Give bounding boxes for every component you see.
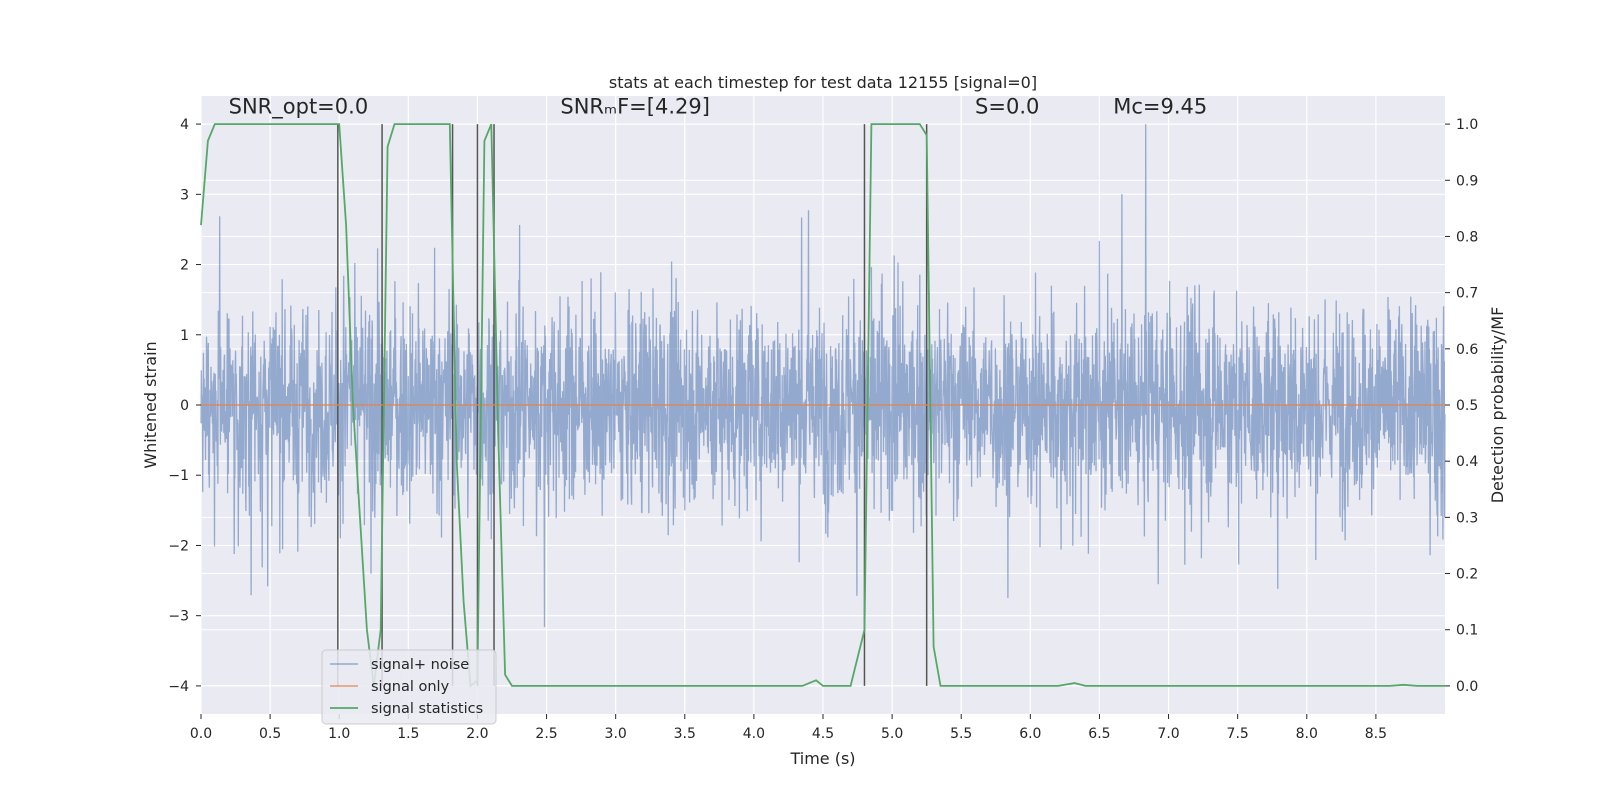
y2-tick-label: 0.8 bbox=[1456, 229, 1478, 245]
signal-statistics-line bbox=[200, 123, 1445, 688]
chart-title: stats at each timestep for test data 121… bbox=[609, 73, 1037, 92]
x-tick-label: 0.5 bbox=[259, 726, 281, 742]
x-tick-label: 8.5 bbox=[1365, 726, 1387, 742]
x-tick-label: 8.0 bbox=[1296, 726, 1318, 742]
x-axis-label: Time (s) bbox=[789, 749, 855, 768]
x-tick-label: 7.0 bbox=[1157, 726, 1179, 742]
annotation-snr-opt: SNR_opt=0.0 bbox=[229, 95, 369, 120]
y-tick-label: 4 bbox=[180, 117, 189, 133]
y2-tick-label: 0.2 bbox=[1456, 567, 1478, 583]
y-tick-label: 2 bbox=[180, 258, 189, 274]
x-tick-label: 4.0 bbox=[743, 726, 765, 742]
x-tick-label: 3.0 bbox=[605, 726, 627, 742]
y-tick-label: −2 bbox=[168, 538, 189, 554]
x-tick-label: 4.5 bbox=[812, 726, 834, 742]
x-tick-label: 6.0 bbox=[1019, 726, 1041, 742]
y2-tick-label: 0.0 bbox=[1456, 679, 1478, 695]
y-tick-label: 3 bbox=[180, 187, 189, 203]
y2-tick-label: 0.5 bbox=[1456, 398, 1478, 414]
y2-tick-label: 1.0 bbox=[1456, 117, 1478, 133]
y-tick-label: −3 bbox=[168, 609, 189, 625]
signal-statistics-series bbox=[200, 123, 1445, 688]
legend-label-signal: signal only bbox=[371, 679, 450, 695]
x-tick-label: 1.5 bbox=[397, 726, 419, 742]
legend-box bbox=[321, 649, 497, 725]
x-tick-label: 0.0 bbox=[190, 726, 212, 742]
legend-label-noise: signal+ noise bbox=[371, 657, 469, 673]
x-tick-label: 7.5 bbox=[1227, 726, 1249, 742]
y2-axis-label: Detection probability/MF bbox=[1488, 307, 1507, 504]
y-tick-label: −4 bbox=[168, 679, 189, 695]
x-tick-label: 5.5 bbox=[950, 726, 972, 742]
x-tick-label: 2.5 bbox=[535, 726, 557, 742]
annotations: SNR_opt=0.0 SNRₘF=[4.29] S=0.0 Mc=9.45 bbox=[229, 95, 1208, 120]
y-tick-label: −1 bbox=[168, 468, 189, 484]
x-tick-label: 6.5 bbox=[1088, 726, 1110, 742]
axis-ticks: 0.0 0.5 1.0 1.5 2.0 2.5 3.0 3.5 4.0 4.5 5.0 5.5 6.0 6… bbox=[168, 117, 1478, 742]
y-axis-label: Whitened strain bbox=[141, 341, 160, 468]
y2-tick-label: 0.1 bbox=[1456, 623, 1478, 639]
x-tick-label: 1.0 bbox=[328, 726, 350, 742]
y-tick-label: 0 bbox=[180, 398, 189, 414]
legend-label-stats: signal statistics bbox=[371, 701, 483, 717]
y2-tick-label: 0.9 bbox=[1456, 173, 1478, 189]
noise-trace bbox=[200, 124, 1446, 628]
annotation-mc: Mc=9.45 bbox=[1113, 95, 1207, 119]
annotation-snr-mf: SNRₘF=[4.29] bbox=[560, 95, 710, 119]
legend: signal+ noise signal only signal statist… bbox=[321, 649, 497, 725]
y-tick-label: 1 bbox=[180, 328, 189, 344]
noise-series bbox=[200, 124, 1446, 628]
y2-tick-label: 0.3 bbox=[1456, 510, 1478, 526]
y2-tick-label: 0.4 bbox=[1456, 454, 1478, 470]
x-tick-label: 3.5 bbox=[674, 726, 696, 742]
y2-tick-label: 0.7 bbox=[1456, 286, 1478, 302]
y2-tick-label: 0.6 bbox=[1456, 342, 1478, 358]
x-tick-label: 2.0 bbox=[466, 726, 488, 742]
annotation-s-stat: S=0.0 bbox=[975, 95, 1039, 119]
x-tick-label: 5.0 bbox=[881, 726, 903, 742]
